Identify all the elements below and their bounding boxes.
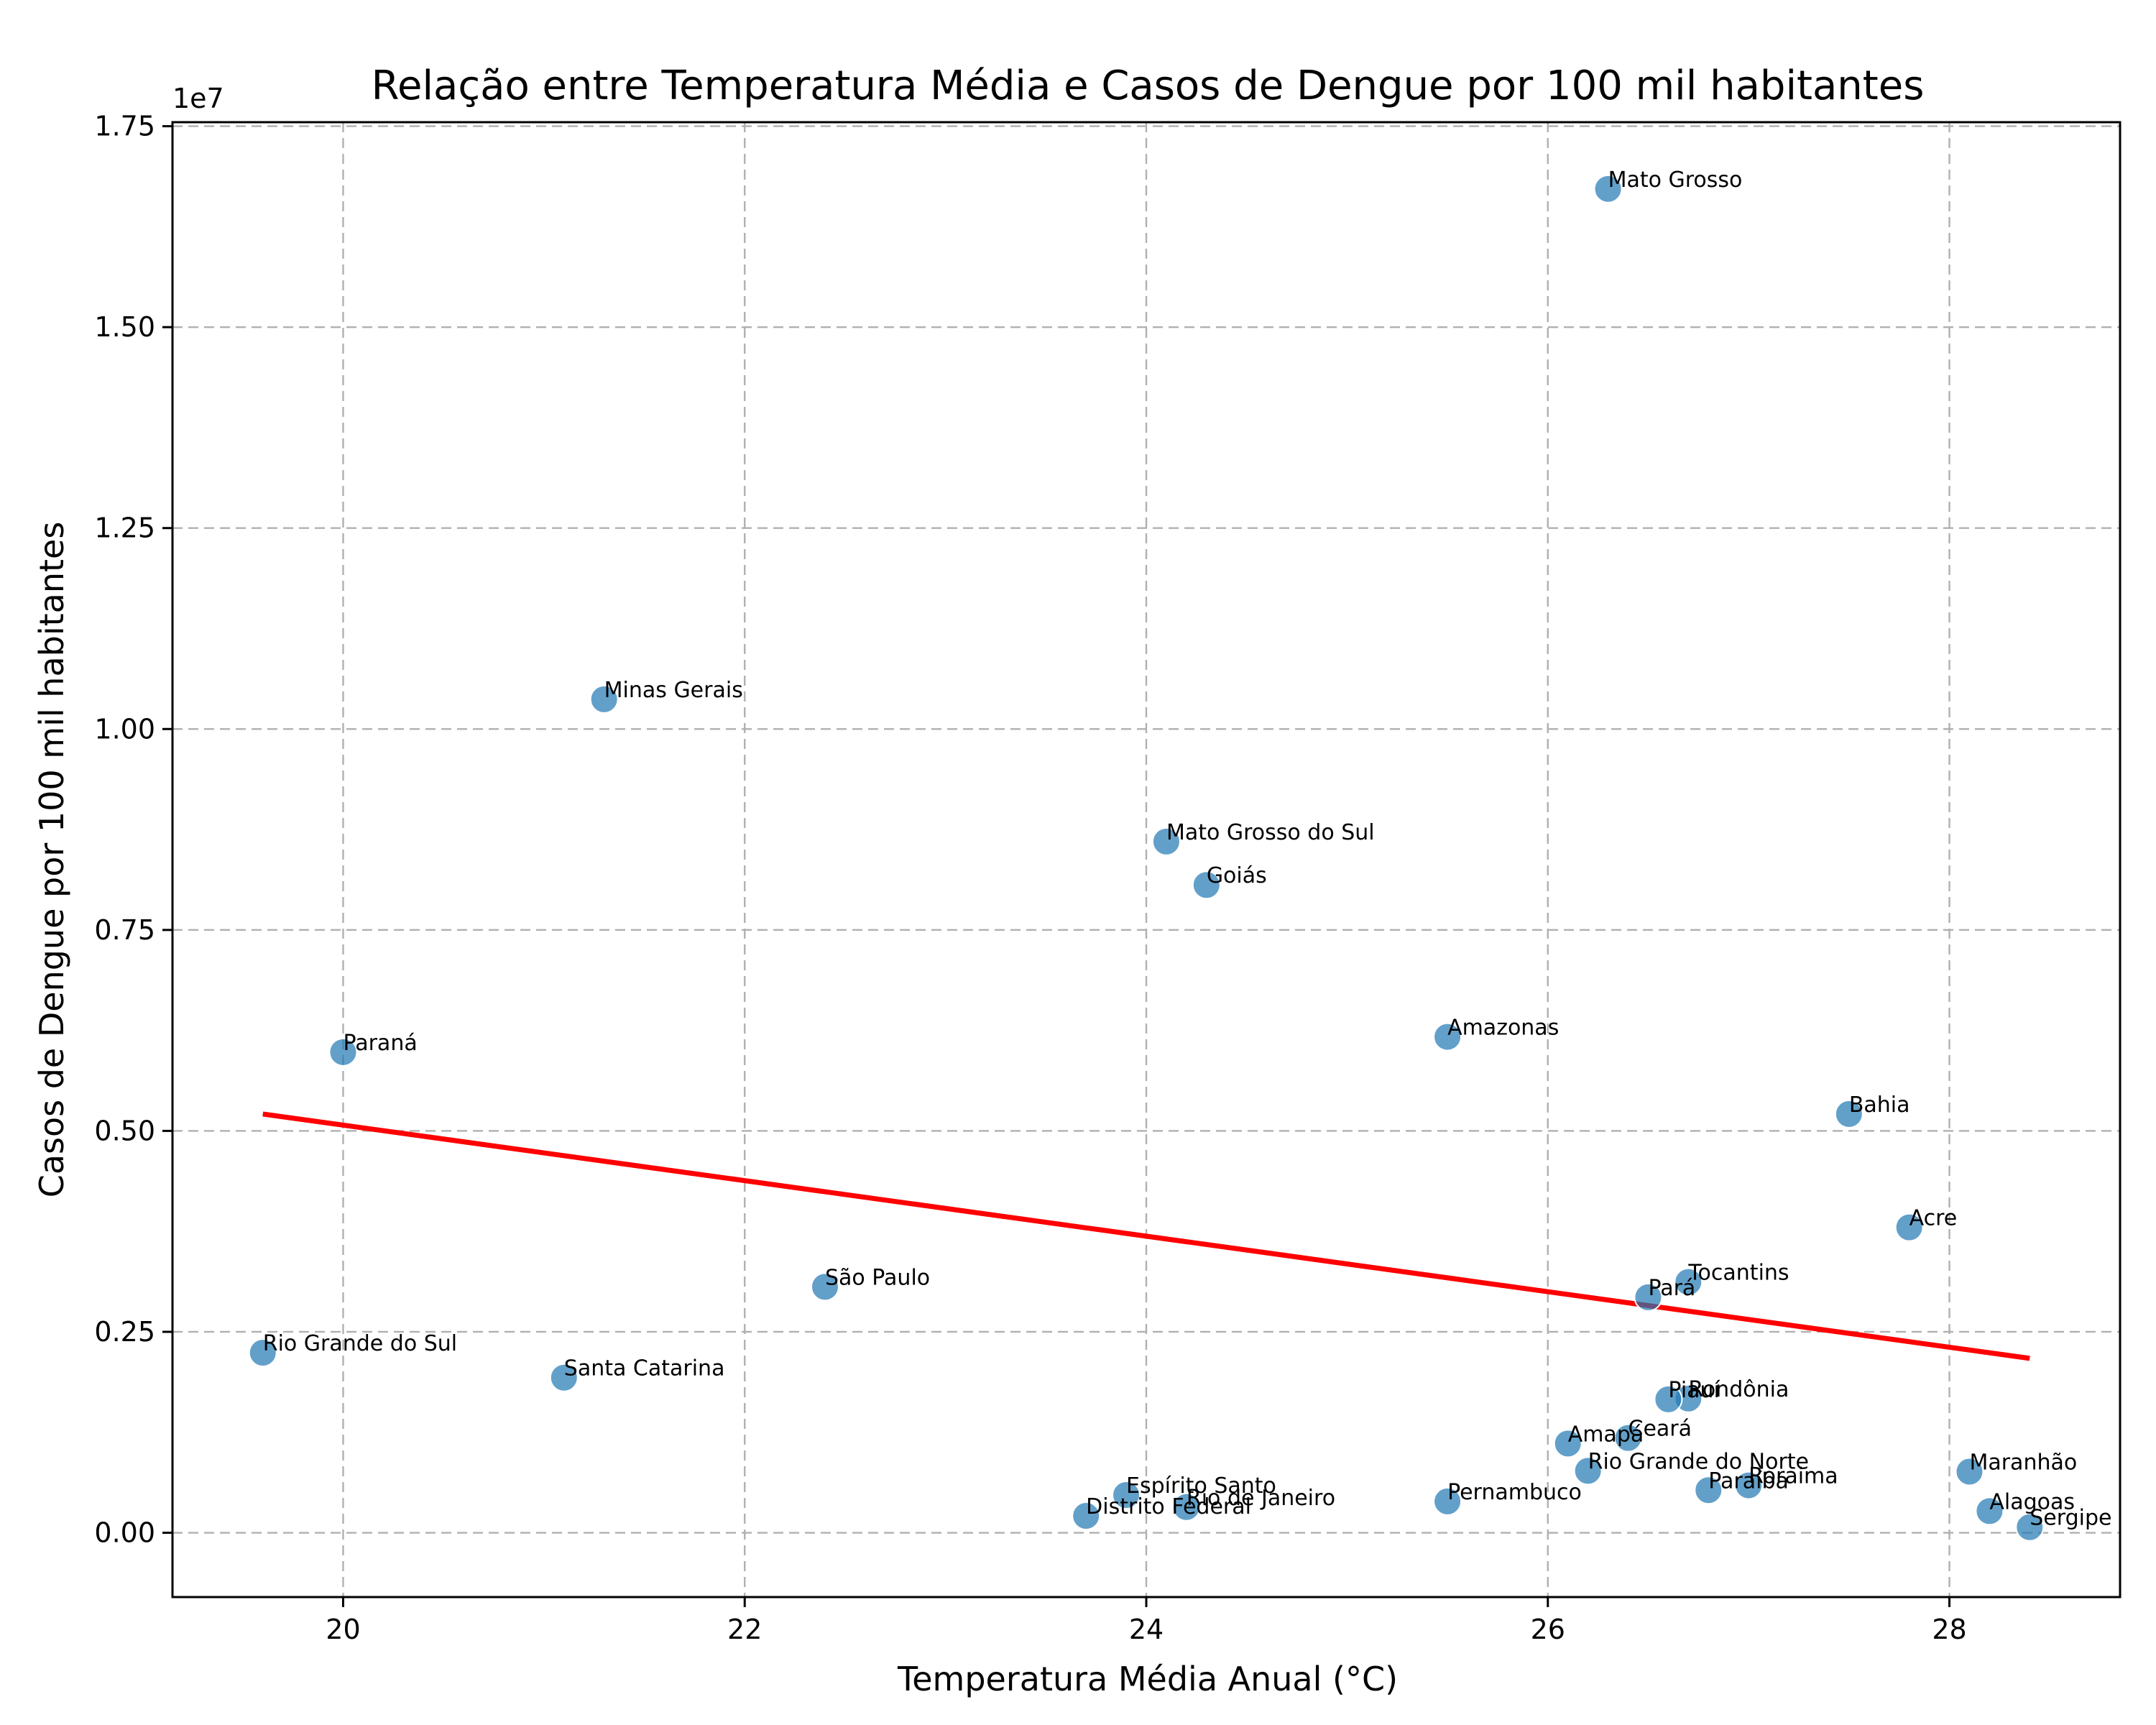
data-point: [1694, 1476, 1723, 1505]
trend-layer: [262, 1111, 2030, 1361]
x-tick-label: 26: [1531, 1614, 1565, 1645]
points-layer: [248, 174, 2045, 1542]
data-point: [1613, 1423, 1643, 1453]
data-point: [1553, 1429, 1583, 1458]
grid-layer: [172, 122, 2120, 1597]
data-point: [1674, 1267, 1703, 1297]
data-point-label: Mato Grosso do Sul: [1166, 820, 1375, 845]
data-point-label: Rondônia: [1688, 1377, 1789, 1402]
y-tick-label: 0.00: [94, 1517, 155, 1549]
data-point: [1151, 827, 1181, 856]
x-axis-label: Temperatura Média Anual (°C): [897, 1660, 1398, 1698]
data-point: [1975, 1496, 2004, 1526]
data-point-label: São Paulo: [825, 1265, 930, 1290]
data-point-label: Sergipe: [2030, 1506, 2111, 1531]
data-point-label: Amazonas: [1447, 1016, 1559, 1041]
data-point-label: Rio Grande do Norte: [1588, 1449, 1809, 1474]
data-point-label: Pernambuco: [1447, 1480, 1582, 1505]
data-point-label: Amapá: [1568, 1422, 1644, 1447]
data-point: [1593, 174, 1623, 203]
x-axis-ticks: 20 22 24 26 28: [326, 1597, 1967, 1645]
data-point-label: Goiás: [1207, 863, 1267, 888]
data-point-label: Piauí: [1668, 1378, 1720, 1403]
x-tick-label: 20: [326, 1614, 360, 1645]
data-point-label: Rio de Janeiro: [1187, 1486, 1335, 1511]
data-point: [1634, 1282, 1663, 1312]
data-point: [1433, 1022, 1462, 1052]
data-point-label: Santa Catarina: [564, 1356, 725, 1381]
data-point: [810, 1272, 839, 1302]
data-point-label: Minas Gerais: [604, 678, 743, 703]
chart-title: Relação entre Temperatura Média e Casos …: [372, 63, 1925, 109]
point-labels-layer: Mato Grosso Minas Gerais Mato Grosso do Su…: [263, 167, 2112, 1531]
y-tick-label: 1.50: [94, 311, 155, 343]
data-point: [1573, 1456, 1603, 1486]
data-point-label: Roraima: [1749, 1464, 1838, 1489]
y-tick-label: 0.75: [94, 914, 155, 946]
y-tick-label: 0.50: [94, 1115, 155, 1146]
data-point: [589, 684, 619, 714]
data-point: [1955, 1457, 1984, 1486]
trend-line: [262, 1111, 2030, 1361]
data-point-label: Acre: [1909, 1206, 1958, 1231]
x-tick-label: 22: [727, 1614, 762, 1645]
data-point: [1654, 1384, 1683, 1414]
y-axis-label: Casos de Dengue por 100 mil habitantes: [32, 522, 71, 1198]
y-tick-label: 1.25: [94, 512, 155, 544]
y-tick-label: 1.00: [94, 713, 155, 745]
data-point: [1834, 1099, 1864, 1128]
data-point-label: Bahia: [1849, 1092, 1910, 1118]
data-point: [1433, 1486, 1462, 1516]
data-point: [2015, 1512, 2045, 1542]
y-tick-label: 1.75: [94, 111, 155, 142]
data-point-label: Pará: [1648, 1276, 1695, 1301]
y-tick-label: 0.25: [94, 1316, 155, 1348]
data-point-label: Alagoas: [1989, 1489, 2075, 1514]
data-point-label: Ceará: [1628, 1417, 1692, 1442]
data-point: [328, 1037, 358, 1067]
data-point: [1894, 1213, 1924, 1242]
data-point: [1112, 1480, 1141, 1509]
data-point: [1171, 1492, 1201, 1522]
data-point: [1072, 1501, 1101, 1531]
x-tick-label: 28: [1932, 1614, 1966, 1645]
data-point-label: Maranhão: [1969, 1450, 2077, 1476]
data-point: [549, 1363, 579, 1392]
data-point-label: Espírito Santo: [1126, 1473, 1276, 1499]
data-point: [248, 1338, 277, 1368]
data-point: [1192, 870, 1221, 900]
x-tick-label: 24: [1129, 1614, 1164, 1645]
data-point-label: Rio Grande do Sul: [263, 1331, 457, 1356]
data-point-label: Tocantins: [1687, 1261, 1789, 1286]
y-axis-ticks: 0.00 0.25 0.50 0.75 1.00 1.25 1.50 1.75: [94, 111, 172, 1549]
data-point-label: Mato Grosso: [1608, 167, 1743, 193]
data-point-label: Distrito Federal: [1086, 1494, 1251, 1519]
y-offset-label: 1e7: [172, 83, 224, 114]
data-point-label: Paraná: [343, 1031, 417, 1056]
data-point: [1734, 1471, 1764, 1500]
data-point-label: Paraíba: [1708, 1468, 1789, 1494]
